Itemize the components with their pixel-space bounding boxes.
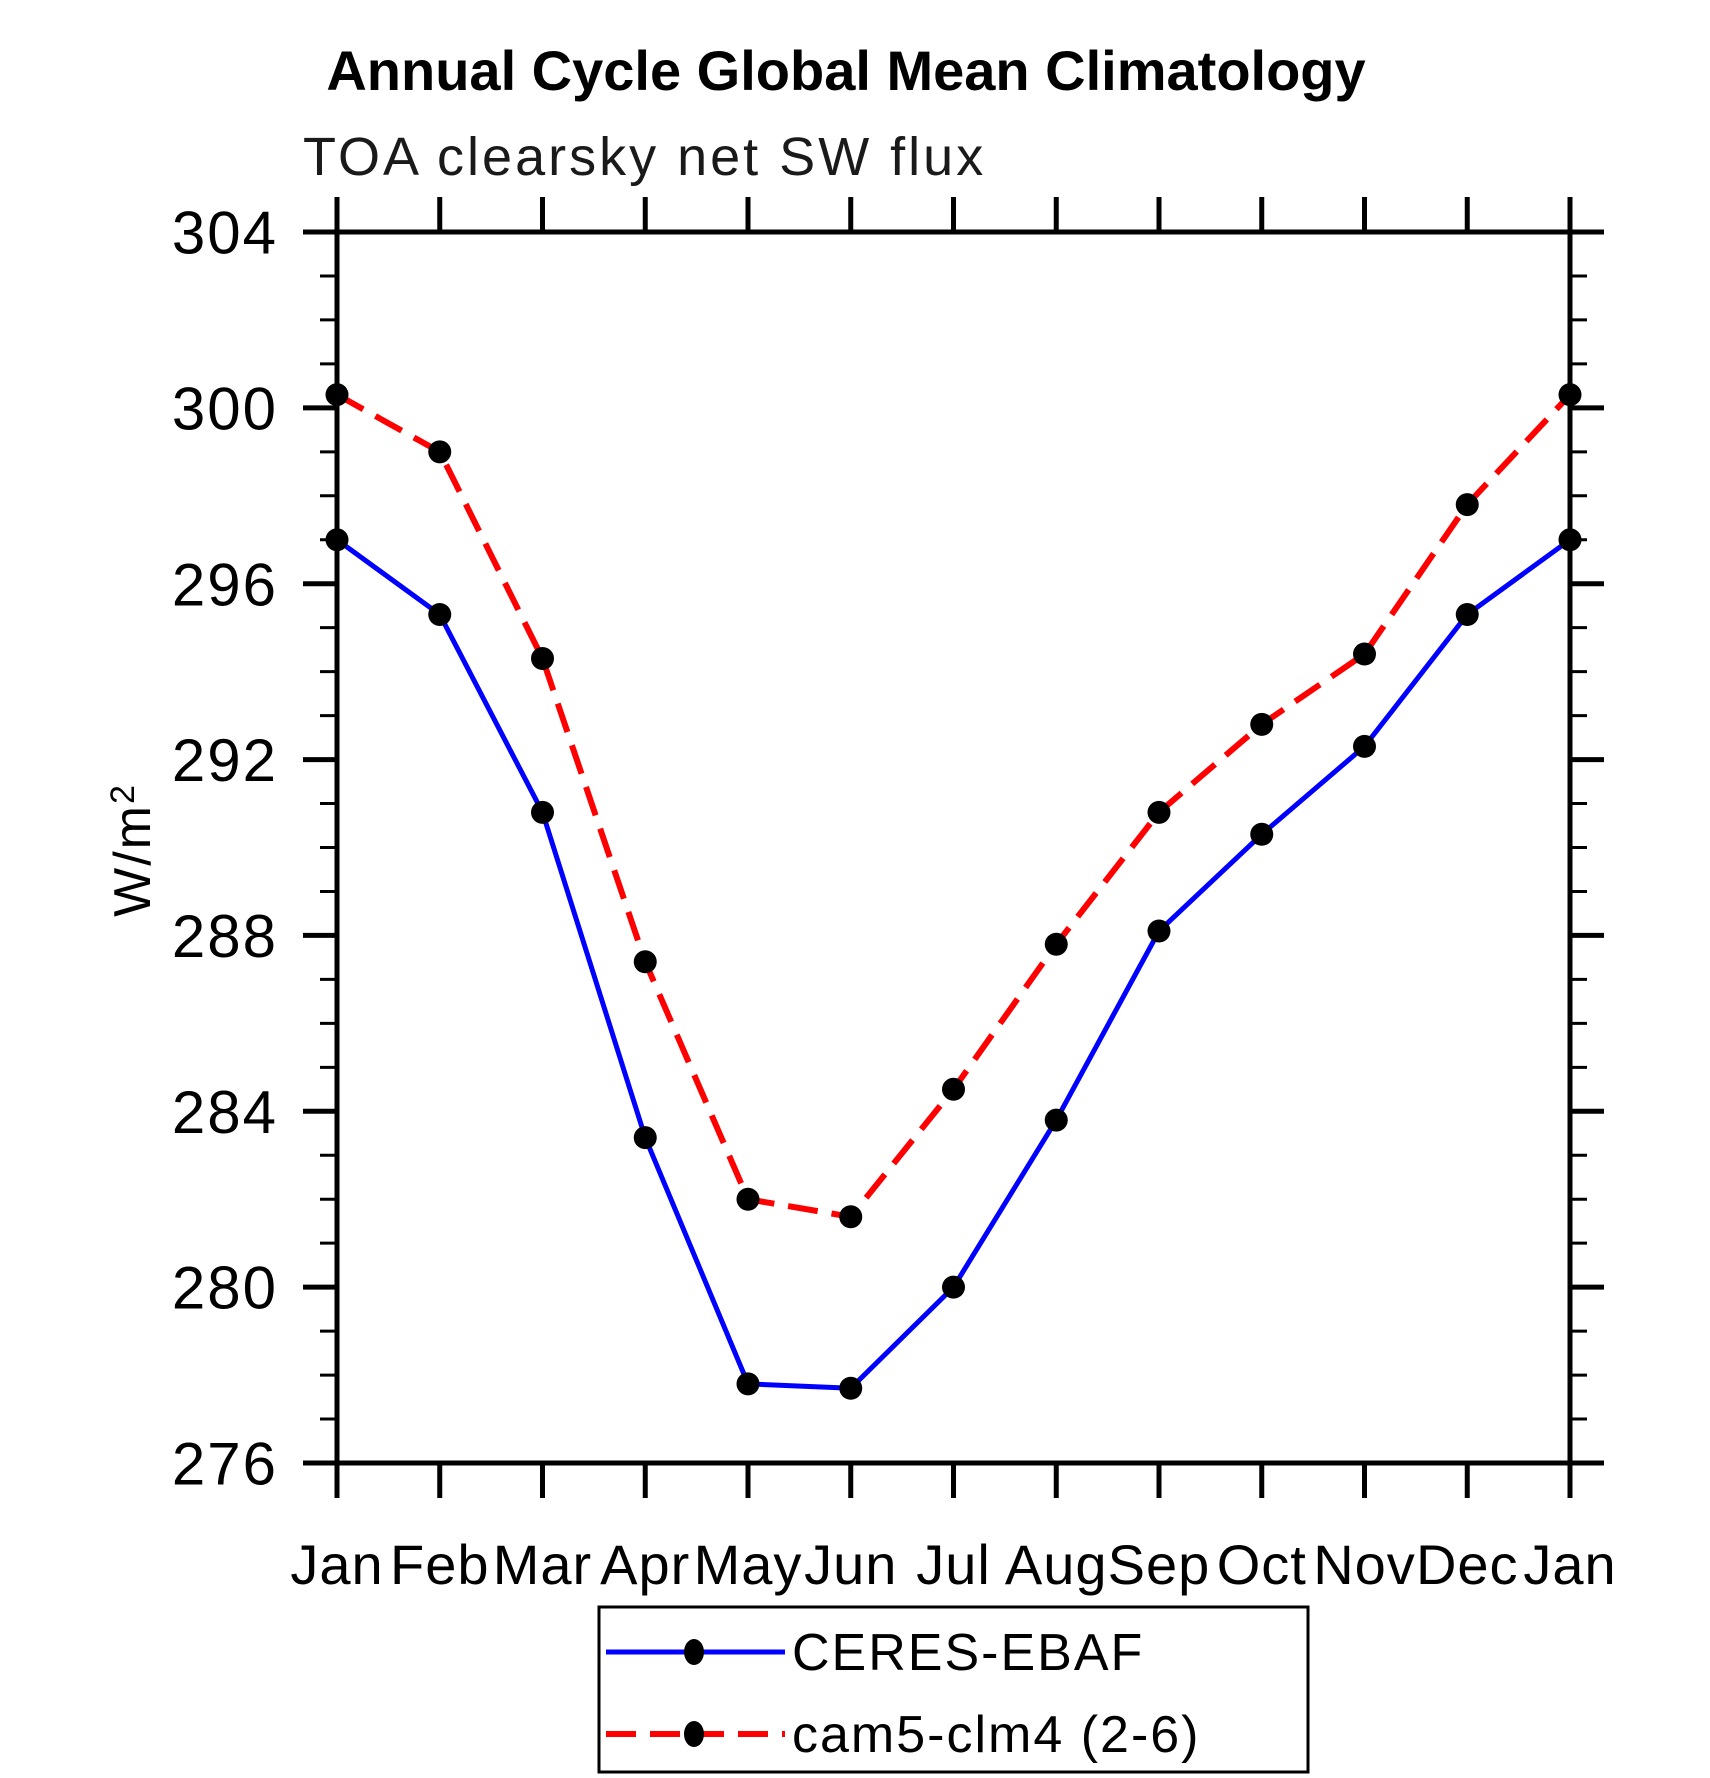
data-point-marker [1044, 932, 1068, 956]
data-point-marker [1147, 919, 1171, 943]
legend-marker [684, 1721, 704, 1747]
data-point-marker [1558, 383, 1582, 407]
data-point-marker [1455, 602, 1479, 626]
chart-subtitle: TOA clearsky net SW flux [303, 127, 986, 187]
series-line-solid [335, 537, 1572, 1391]
data-point-marker [325, 528, 349, 552]
series-markers [325, 383, 1582, 1400]
data-point-marker [633, 950, 657, 974]
data-point-marker [1147, 800, 1171, 824]
x-tick-label: Feb [390, 1533, 490, 1596]
y-axis-label-superscript: 2 [104, 783, 142, 804]
legend-box [597, 1605, 1310, 1774]
data-point-marker [1353, 642, 1376, 666]
data-point-marker [531, 646, 554, 670]
legend-label: cam5-clm4 (2-6) [792, 1706, 1201, 1764]
data-point-marker [736, 1187, 760, 1211]
x-tick-label: Dec [1416, 1533, 1519, 1596]
x-tick-label: May [694, 1533, 803, 1596]
x-tick-label: Aug [1005, 1533, 1108, 1596]
y-tick-label: 284 [172, 1079, 278, 1146]
x-tick-label: Jan [290, 1533, 383, 1596]
data-point-marker [1455, 493, 1479, 517]
data-point-marker [942, 1275, 965, 1299]
data-point-marker [839, 1205, 863, 1229]
x-tick-label: Nov [1313, 1533, 1416, 1596]
y-tick-label: 304 [172, 200, 278, 267]
x-tick-label: Mar [493, 1533, 592, 1596]
chart-title: Annual Cycle Global Mean Climatology [326, 39, 1365, 102]
y-tick-label: 296 [172, 551, 278, 618]
y-tick-label: 292 [172, 727, 278, 794]
legend-marker [684, 1639, 704, 1665]
x-tick-label: Jul [916, 1533, 991, 1596]
legend-label: CERES-EBAF [792, 1624, 1144, 1682]
data-point-marker [839, 1376, 863, 1400]
y-tick-label: 280 [172, 1255, 278, 1322]
data-point-marker [736, 1372, 760, 1396]
data-point-marker [1353, 734, 1376, 758]
data-point-marker [633, 1126, 657, 1150]
data-point-marker [531, 800, 554, 824]
x-tick-label: Apr [600, 1533, 690, 1596]
y-tick-label: 288 [172, 903, 278, 970]
data-point-marker [1044, 1108, 1068, 1132]
x-tick-label: Sep [1108, 1533, 1211, 1596]
x-tick-label: Oct [1217, 1533, 1307, 1596]
series-lines [335, 392, 1573, 1391]
data-point-marker [428, 602, 452, 626]
data-point-marker [1250, 822, 1274, 846]
data-point-marker [1558, 528, 1582, 552]
y-tick-label: 300 [172, 375, 278, 442]
y-tick-label: 276 [172, 1431, 278, 1498]
legend: CERES-EBAF cam5-clm4 (2-6) [597, 1605, 1310, 1774]
data-point-marker [1250, 712, 1274, 736]
data-point-marker [325, 383, 349, 407]
y-axis-label: W/m2 [104, 783, 162, 917]
data-point-marker [942, 1077, 965, 1101]
y-axis-label-base: W/m [104, 804, 162, 917]
data-point-marker [428, 440, 452, 464]
x-tick-label: Jun [804, 1533, 897, 1596]
x-tick-label: Jan [1523, 1533, 1616, 1596]
